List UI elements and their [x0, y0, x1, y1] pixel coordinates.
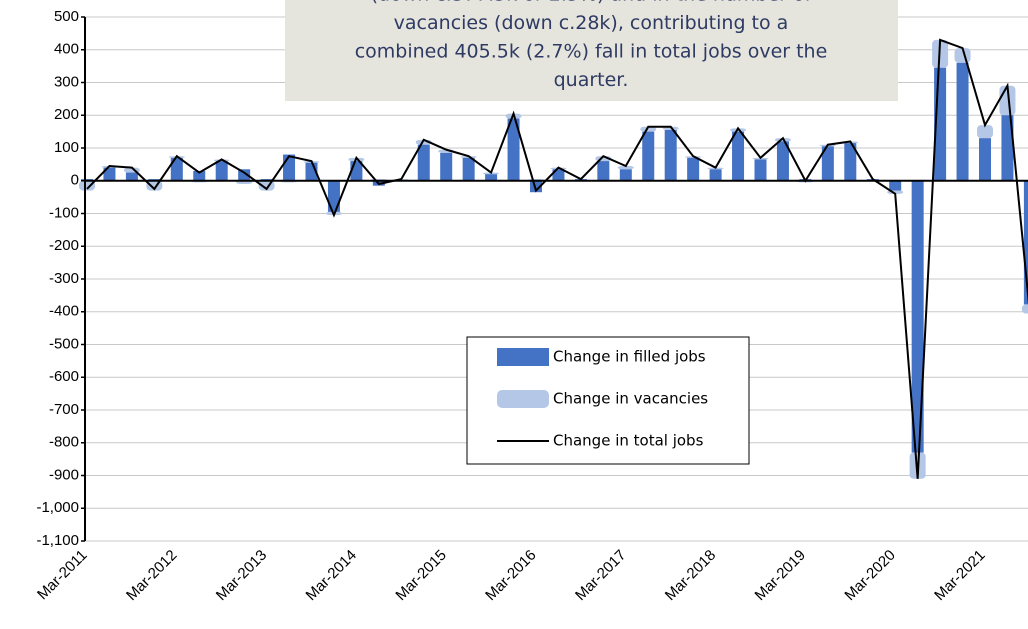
bar: [79, 180, 95, 191]
y-tick-label: 500: [54, 8, 79, 25]
bar: [597, 161, 610, 181]
y-tick-label: 200: [54, 106, 79, 123]
bar: [776, 141, 789, 181]
x-tick-label: Mar-2013: [213, 547, 270, 604]
bar: [911, 180, 924, 453]
bar: [215, 161, 228, 181]
bar: [283, 154, 296, 181]
bar: [617, 166, 634, 170]
bar: [440, 152, 453, 181]
y-tick-label: -800: [49, 434, 79, 451]
bar: [238, 169, 251, 181]
x-tick-label: Mar-2016: [482, 547, 539, 604]
bar: [327, 180, 340, 212]
bar: [821, 146, 834, 181]
x-tick-label: Mar-2014: [303, 547, 360, 604]
annotation-box: [285, 0, 898, 101]
bar: [640, 126, 657, 132]
bar: [485, 174, 498, 181]
bar: [889, 180, 902, 191]
y-tick-label: 0: [71, 172, 79, 189]
x-tick-label: Mar-2017: [572, 547, 629, 604]
lines: [86, 38, 1028, 479]
y-tick-label: -1,000: [36, 499, 79, 516]
y-tick-label: -1,100: [36, 532, 79, 549]
bar: [170, 157, 183, 181]
line: [86, 38, 1028, 479]
legend: Change in filled jobs Change in vacancies…: [497, 348, 708, 450]
bar: [844, 143, 857, 181]
legend-swatch: [497, 348, 549, 366]
bar: [687, 157, 700, 181]
y-tick-label: 100: [54, 139, 79, 156]
annotation: (down c.377.5k or 2.5%) and in the numbe…: [355, 0, 828, 91]
bar: [462, 157, 475, 181]
bar: [956, 62, 969, 181]
y-tick-label: -500: [49, 335, 79, 352]
y-tick-label: -900: [49, 466, 79, 483]
x-tick-label: Mar-2021: [931, 547, 988, 604]
x-tick-label: Mar-2019: [752, 547, 809, 604]
y-tick-label: 300: [54, 73, 79, 90]
bar: [552, 169, 565, 181]
bar: [417, 144, 430, 181]
y-tick-label: -100: [49, 204, 79, 221]
x-tick-label: Mar-2012: [123, 547, 180, 604]
bar: [1001, 115, 1014, 181]
bar: [642, 131, 655, 181]
bar: [619, 169, 632, 181]
y-tick-label: -300: [49, 270, 79, 287]
bar: [103, 167, 116, 181]
bar: [125, 172, 138, 181]
bar: [709, 169, 722, 181]
bar: [754, 159, 767, 181]
y-tick-label: -700: [49, 401, 79, 418]
bar: [664, 129, 677, 181]
annotation-text: quarter.: [554, 69, 629, 91]
bar: [1023, 180, 1028, 305]
x-tick-label: Mar-2020: [841, 547, 898, 604]
bar: [193, 170, 206, 181]
bar: [530, 180, 542, 193]
annotation-text: (down c.377.5k or 2.5%) and in the numbe…: [371, 0, 813, 6]
bar: [732, 131, 745, 181]
bar: [1021, 304, 1028, 314]
y-tick-label: 400: [54, 41, 79, 58]
legend-label: Change in total jobs: [553, 432, 704, 450]
legend-label: Change in filled jobs: [553, 348, 706, 366]
bar: [979, 138, 991, 181]
y-tick-label: -600: [49, 368, 79, 385]
y-tick-label: -200: [49, 237, 79, 254]
legend-swatch: [497, 390, 549, 408]
bar: [977, 125, 993, 139]
y-tick-label: -400: [49, 303, 79, 320]
bar: [507, 118, 520, 181]
x-tick-label: Mar-2015: [392, 547, 449, 604]
annotation-text: vacancies (down c.28k), contributing to …: [394, 12, 789, 34]
x-tick-label: Mar-2011: [34, 547, 91, 604]
legend-label: Change in vacancies: [553, 390, 708, 408]
x-tick-label: Mar-2018: [662, 547, 719, 604]
annotation-text: combined 405.5k (2.7%) fall in total job…: [355, 41, 828, 63]
